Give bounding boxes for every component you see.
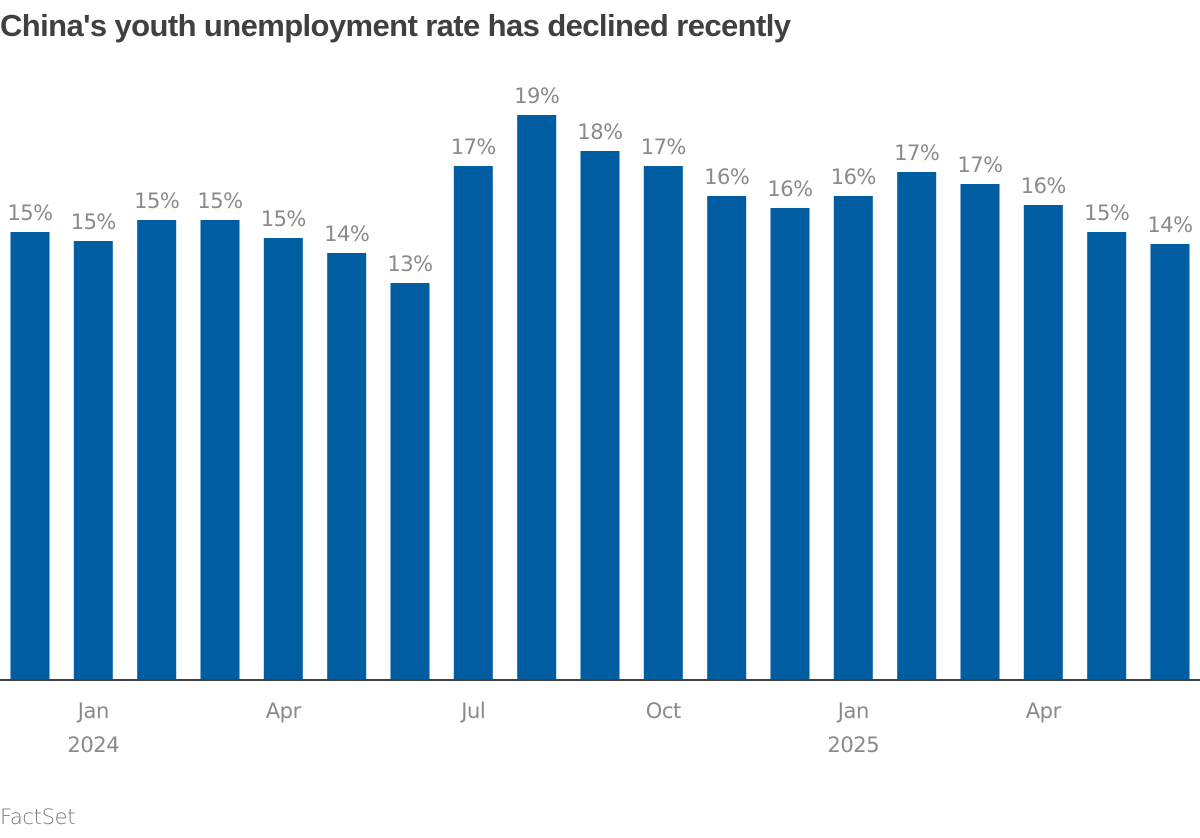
data-labels-group: 15% 15% 15% 15% 15% 14% 13% 17% 19% 18% 17% 16% 16% 1…: [7, 84, 1193, 276]
bar: [833, 196, 873, 679]
data-label: 17%: [894, 141, 939, 165]
bar: [1150, 244, 1190, 679]
chart-title: China's youth unemployment rate has decl…: [0, 8, 791, 43]
data-label: 17%: [641, 135, 686, 159]
x-tick-label: Jul: [459, 699, 485, 723]
x-tick-label: Jan: [76, 699, 109, 723]
data-label: 17%: [451, 135, 496, 159]
bar: [1023, 205, 1063, 679]
bar: [327, 253, 367, 679]
x-tick-label: Apr: [266, 699, 302, 723]
bar: [770, 208, 810, 679]
x-tick-label: Oct: [646, 699, 681, 723]
bar: [263, 238, 303, 679]
data-label: 14%: [324, 222, 369, 246]
data-label: 19%: [514, 84, 559, 108]
data-label: 15%: [7, 201, 52, 225]
bar: [960, 184, 1000, 679]
x-tick-year-label: 2024: [67, 733, 119, 757]
x-tick-labels-group: Jan 2024 Apr Jul Oct Jan 2025 Apr: [67, 699, 1062, 757]
bar: [707, 196, 747, 679]
bar: [517, 115, 557, 679]
data-label: 17%: [957, 153, 1002, 177]
data-label: 18%: [577, 120, 622, 144]
bar: [453, 166, 493, 679]
data-label: 16%: [704, 165, 749, 189]
data-label: 15%: [1084, 201, 1129, 225]
bar: [73, 241, 113, 679]
data-label: 15%: [134, 189, 179, 213]
x-tick-label: Jan: [836, 699, 869, 723]
bar: [137, 220, 177, 679]
bar: [390, 283, 430, 679]
data-label: 16%: [1021, 174, 1066, 198]
x-tick-year-label: 2025: [827, 733, 879, 757]
bar: [10, 232, 50, 679]
data-label: 15%: [71, 210, 116, 234]
bar: [1087, 232, 1127, 679]
source-label: FactSet: [0, 805, 76, 829]
data-label: 15%: [197, 189, 242, 213]
data-label: 13%: [387, 252, 432, 276]
data-label: 16%: [831, 165, 876, 189]
x-tick-label: Apr: [1026, 699, 1062, 723]
bars-group: [10, 115, 1190, 679]
bar: [580, 151, 620, 679]
bar: [200, 220, 240, 679]
bar: [897, 172, 937, 679]
data-label: 15%: [261, 207, 306, 231]
bar: [643, 166, 683, 679]
data-label: 16%: [767, 177, 812, 201]
data-label: 14%: [1147, 213, 1192, 237]
